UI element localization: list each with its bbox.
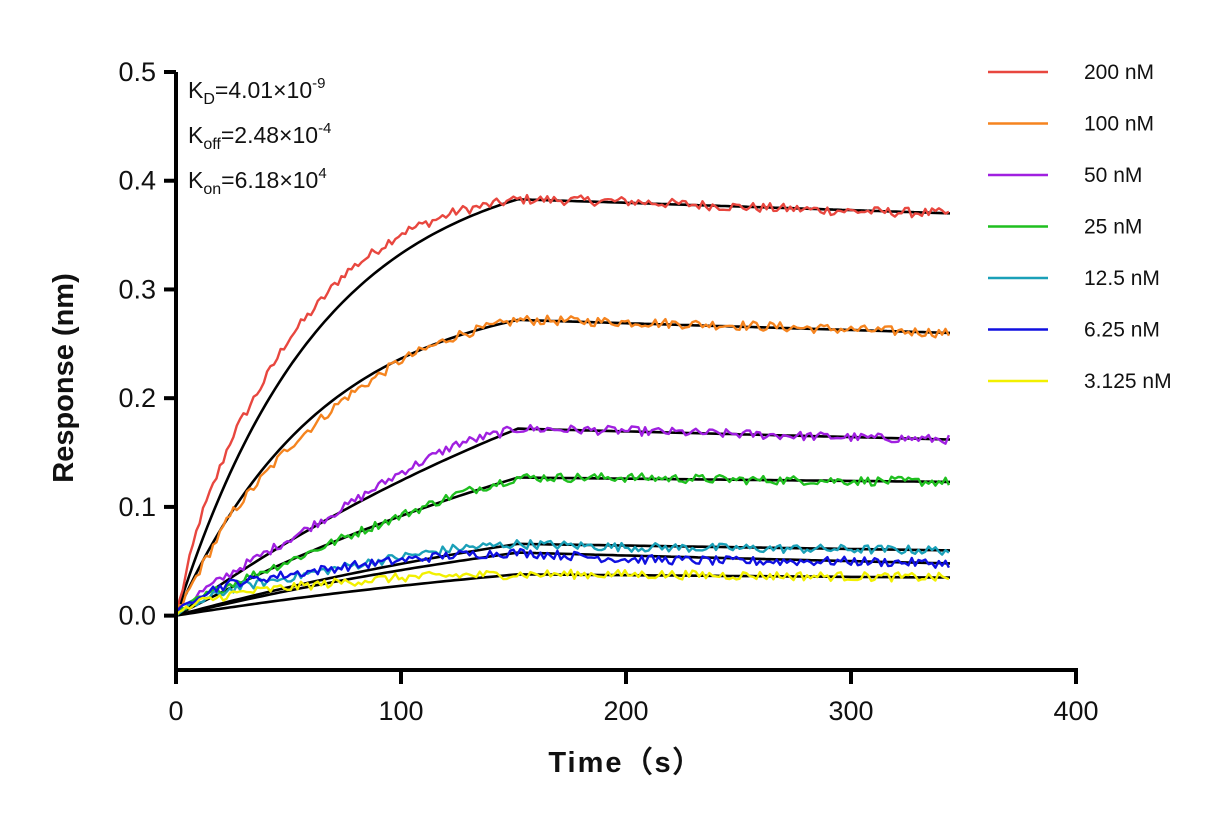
x-axis-title: Time（s） — [548, 746, 703, 779]
x-tick-label: 400 — [1053, 696, 1098, 726]
kinetic-constant-label: KD=4.01×10-9 — [188, 75, 325, 108]
y-axis-title: Response (nm) — [48, 273, 80, 482]
series-line — [174, 314, 950, 616]
y-tick-label: 0.2 — [118, 383, 156, 413]
x-tick-label: 200 — [603, 696, 648, 726]
y-tick-label: 0.0 — [118, 601, 156, 631]
kinetic-constant-label: Koff=2.48×10-4 — [188, 120, 331, 153]
legend-label: 50 nM — [1084, 164, 1142, 187]
legend-label: 12.5 nM — [1084, 267, 1160, 290]
fit-curve — [175, 427, 951, 617]
series-line — [174, 547, 950, 617]
legend-label: 6.25 nM — [1084, 319, 1160, 342]
kinetic-constant-label: Kon=6.18×104 — [188, 165, 327, 198]
fit-curves — [174, 197, 951, 617]
x-tick-label: 0 — [168, 696, 183, 726]
x-tick-label: 100 — [378, 696, 423, 726]
series-line — [175, 472, 950, 617]
legend-label: 25 nM — [1084, 216, 1142, 239]
fit-curve — [175, 551, 951, 617]
kinetic-constants: KD=4.01×10-9 Koff=2.48×10-4 Kon=6.18×104 — [188, 75, 331, 198]
fit-curve — [174, 197, 951, 617]
fit-curve — [175, 476, 950, 617]
series-line — [174, 424, 951, 617]
legend-label: 100 nM — [1084, 113, 1154, 136]
y-tick-label: 0.5 — [118, 57, 156, 87]
series-line — [175, 568, 950, 617]
legend-label: 3.125 nM — [1084, 370, 1172, 393]
x-tick-label: 300 — [828, 696, 873, 726]
y-tick-label: 0.1 — [118, 492, 156, 522]
legend-label: 200 nM — [1084, 61, 1154, 84]
series-line — [174, 193, 950, 616]
y-tick-label: 0.3 — [118, 274, 156, 304]
legend: 200 nM 100 nM 50 nM 25 nM 12.5 nM 6.25 nM 3.12… — [988, 61, 1172, 393]
y-tick-label: 0.4 — [118, 166, 156, 196]
data-series — [174, 193, 951, 617]
axes: 0.0 0.1 0.2 0.3 0.4 0.5 0 100 200 300 400 — [118, 57, 1098, 726]
